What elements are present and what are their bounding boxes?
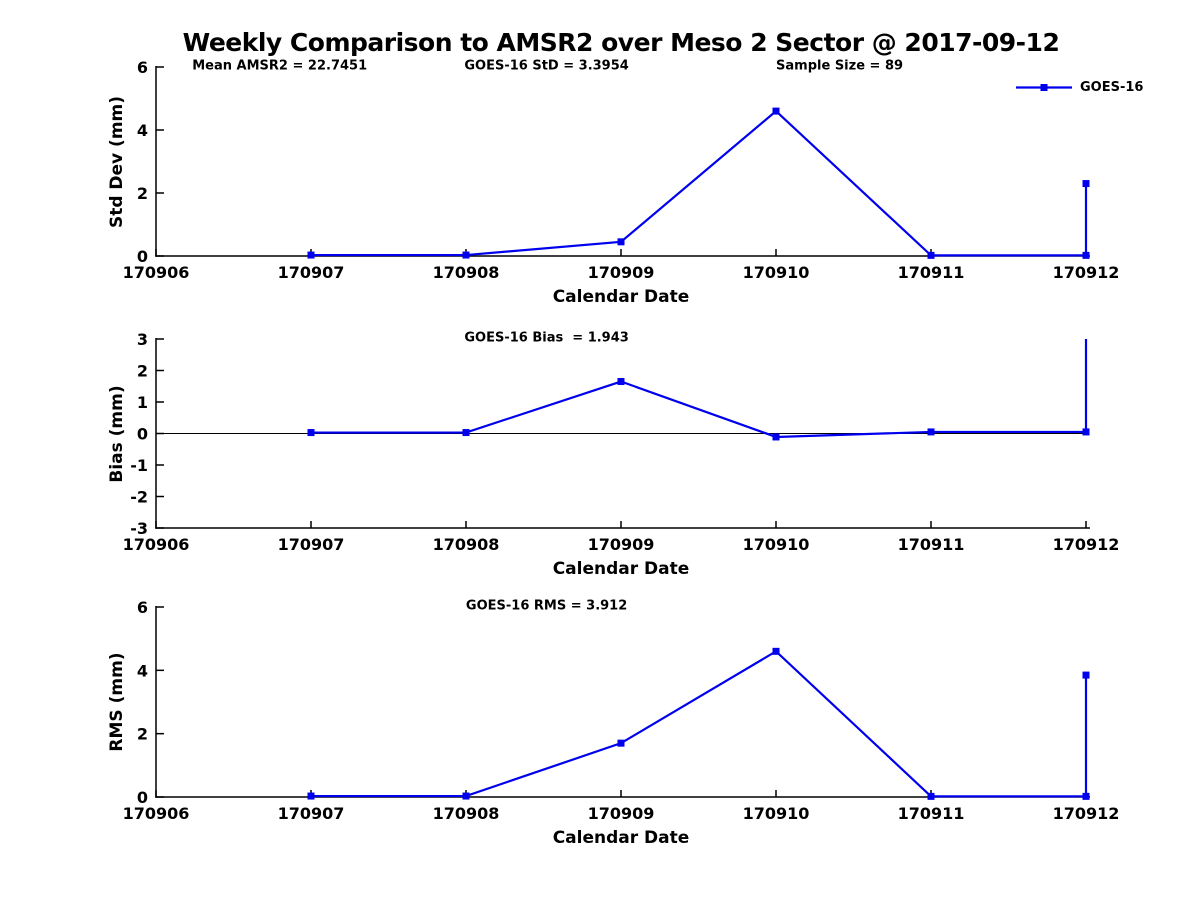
subplot-1: 170906 170907 170908 170909 170910 170911 1709… xyxy=(123,58,1120,282)
y-tick-label: 0 xyxy=(137,425,148,444)
y-tick-label: 3 xyxy=(137,330,148,349)
data-point-marker xyxy=(307,251,315,259)
data-point-marker xyxy=(617,378,625,386)
data-point-marker xyxy=(1082,428,1090,436)
y-tick-label: 2 xyxy=(137,362,148,381)
y-tick-label: 6 xyxy=(137,58,148,77)
legend-label: GOES-16 xyxy=(1080,80,1144,95)
figure-title: Weekly Comparison to AMSR2 over Meso 2 S… xyxy=(182,28,1060,57)
x-tick-label: 170910 xyxy=(743,263,810,282)
x-tick-label: 170908 xyxy=(433,263,500,282)
x-tick-label: 170906 xyxy=(123,535,190,554)
data-point-marker xyxy=(927,792,935,800)
legend-square-marker-icon xyxy=(1040,84,1048,91)
data-point-marker xyxy=(772,107,780,115)
data-point-marker xyxy=(462,251,470,259)
annotation-goes16-bias: GOES-16 Bias = 1.943 xyxy=(464,330,629,346)
x-tick-label: 170907 xyxy=(278,535,345,554)
x-tick-label: 170911 xyxy=(898,263,965,282)
annotation-mean-amsr2: Mean AMSR2 = 22.7451 xyxy=(192,58,368,74)
x-tick-label: 170907 xyxy=(278,263,345,282)
data-point-marker xyxy=(307,792,315,800)
data-point-marker xyxy=(772,647,780,655)
y-tick-label: 2 xyxy=(137,184,148,203)
x-tick-label: 170910 xyxy=(743,804,810,823)
x-tick-label: 170912 xyxy=(1053,263,1120,282)
y-tick-label: -1 xyxy=(130,456,148,475)
y-tick-label: 0 xyxy=(137,247,148,266)
x-tick-label: 170909 xyxy=(588,804,655,823)
x-tick-label: 170908 xyxy=(433,535,500,554)
data-point-marker xyxy=(1082,671,1090,679)
series-line-GOES-16 xyxy=(311,339,1088,439)
x-tick-label: 170911 xyxy=(898,535,965,554)
x-tick-label: 170909 xyxy=(588,263,655,282)
y-tick-label: -2 xyxy=(130,488,148,507)
data-point-marker xyxy=(617,739,625,747)
y-tick-label: 0 xyxy=(137,788,148,807)
ylabel-std-dev: Std Dev (mm) xyxy=(107,95,127,228)
y-tick-label: 1 xyxy=(137,393,148,412)
x-tick-label: 170910 xyxy=(743,535,810,554)
x-tick-label: 170911 xyxy=(898,804,965,823)
y-tick-label: 4 xyxy=(137,661,148,680)
series-line-GOES-16 xyxy=(311,649,1088,798)
data-point-marker xyxy=(462,792,470,800)
y-tick-label: 2 xyxy=(137,725,148,744)
x-tick-label: 170912 xyxy=(1053,535,1120,554)
annotation-goes16-std: GOES-16 StD = 3.3954 xyxy=(464,58,629,74)
data-point-marker xyxy=(927,428,935,436)
legend: GOES-16 xyxy=(1016,80,1143,95)
x-tick-label: 170907 xyxy=(278,804,345,823)
data-point-marker xyxy=(617,238,625,246)
data-point-marker xyxy=(927,251,935,259)
y-tick-label: -3 xyxy=(130,519,148,538)
y-tick-label: 4 xyxy=(137,121,148,140)
x-tick-label: 170912 xyxy=(1053,804,1120,823)
data-point-marker xyxy=(307,429,315,437)
data-point-marker xyxy=(462,429,470,437)
x-tick-label: 170906 xyxy=(123,804,190,823)
subplot-3: 170906 170907 170908 170909 170910 170911 1709… xyxy=(123,598,1120,823)
xlabel-calendar-date-2: Calendar Date xyxy=(552,559,690,579)
data-point-marker xyxy=(1082,180,1090,188)
annotation-goes16-rms: GOES-16 RMS = 3.912 xyxy=(465,598,628,614)
annotation-sample-size: Sample Size = 89 xyxy=(776,58,904,74)
ylabel-bias: Bias (mm) xyxy=(107,384,127,483)
xlabel-calendar-date-1: Calendar Date xyxy=(552,287,690,307)
y-tick-label: 6 xyxy=(137,598,148,617)
data-point-marker xyxy=(772,433,780,441)
xlabel-calendar-date-3: Calendar Date xyxy=(552,828,690,848)
data-point-marker xyxy=(1082,792,1090,800)
x-tick-label: 170906 xyxy=(123,263,190,282)
subplot-2: 170906 170907 170908 170909 170910 170911 1709… xyxy=(123,330,1120,554)
x-tick-label: 170908 xyxy=(433,804,500,823)
legend-line-marker-icon xyxy=(1016,84,1072,91)
series-line-GOES-16 xyxy=(311,109,1088,257)
x-tick-label: 170909 xyxy=(588,535,655,554)
ylabel-rms: RMS (mm) xyxy=(107,652,127,752)
data-point-marker xyxy=(1082,251,1090,259)
